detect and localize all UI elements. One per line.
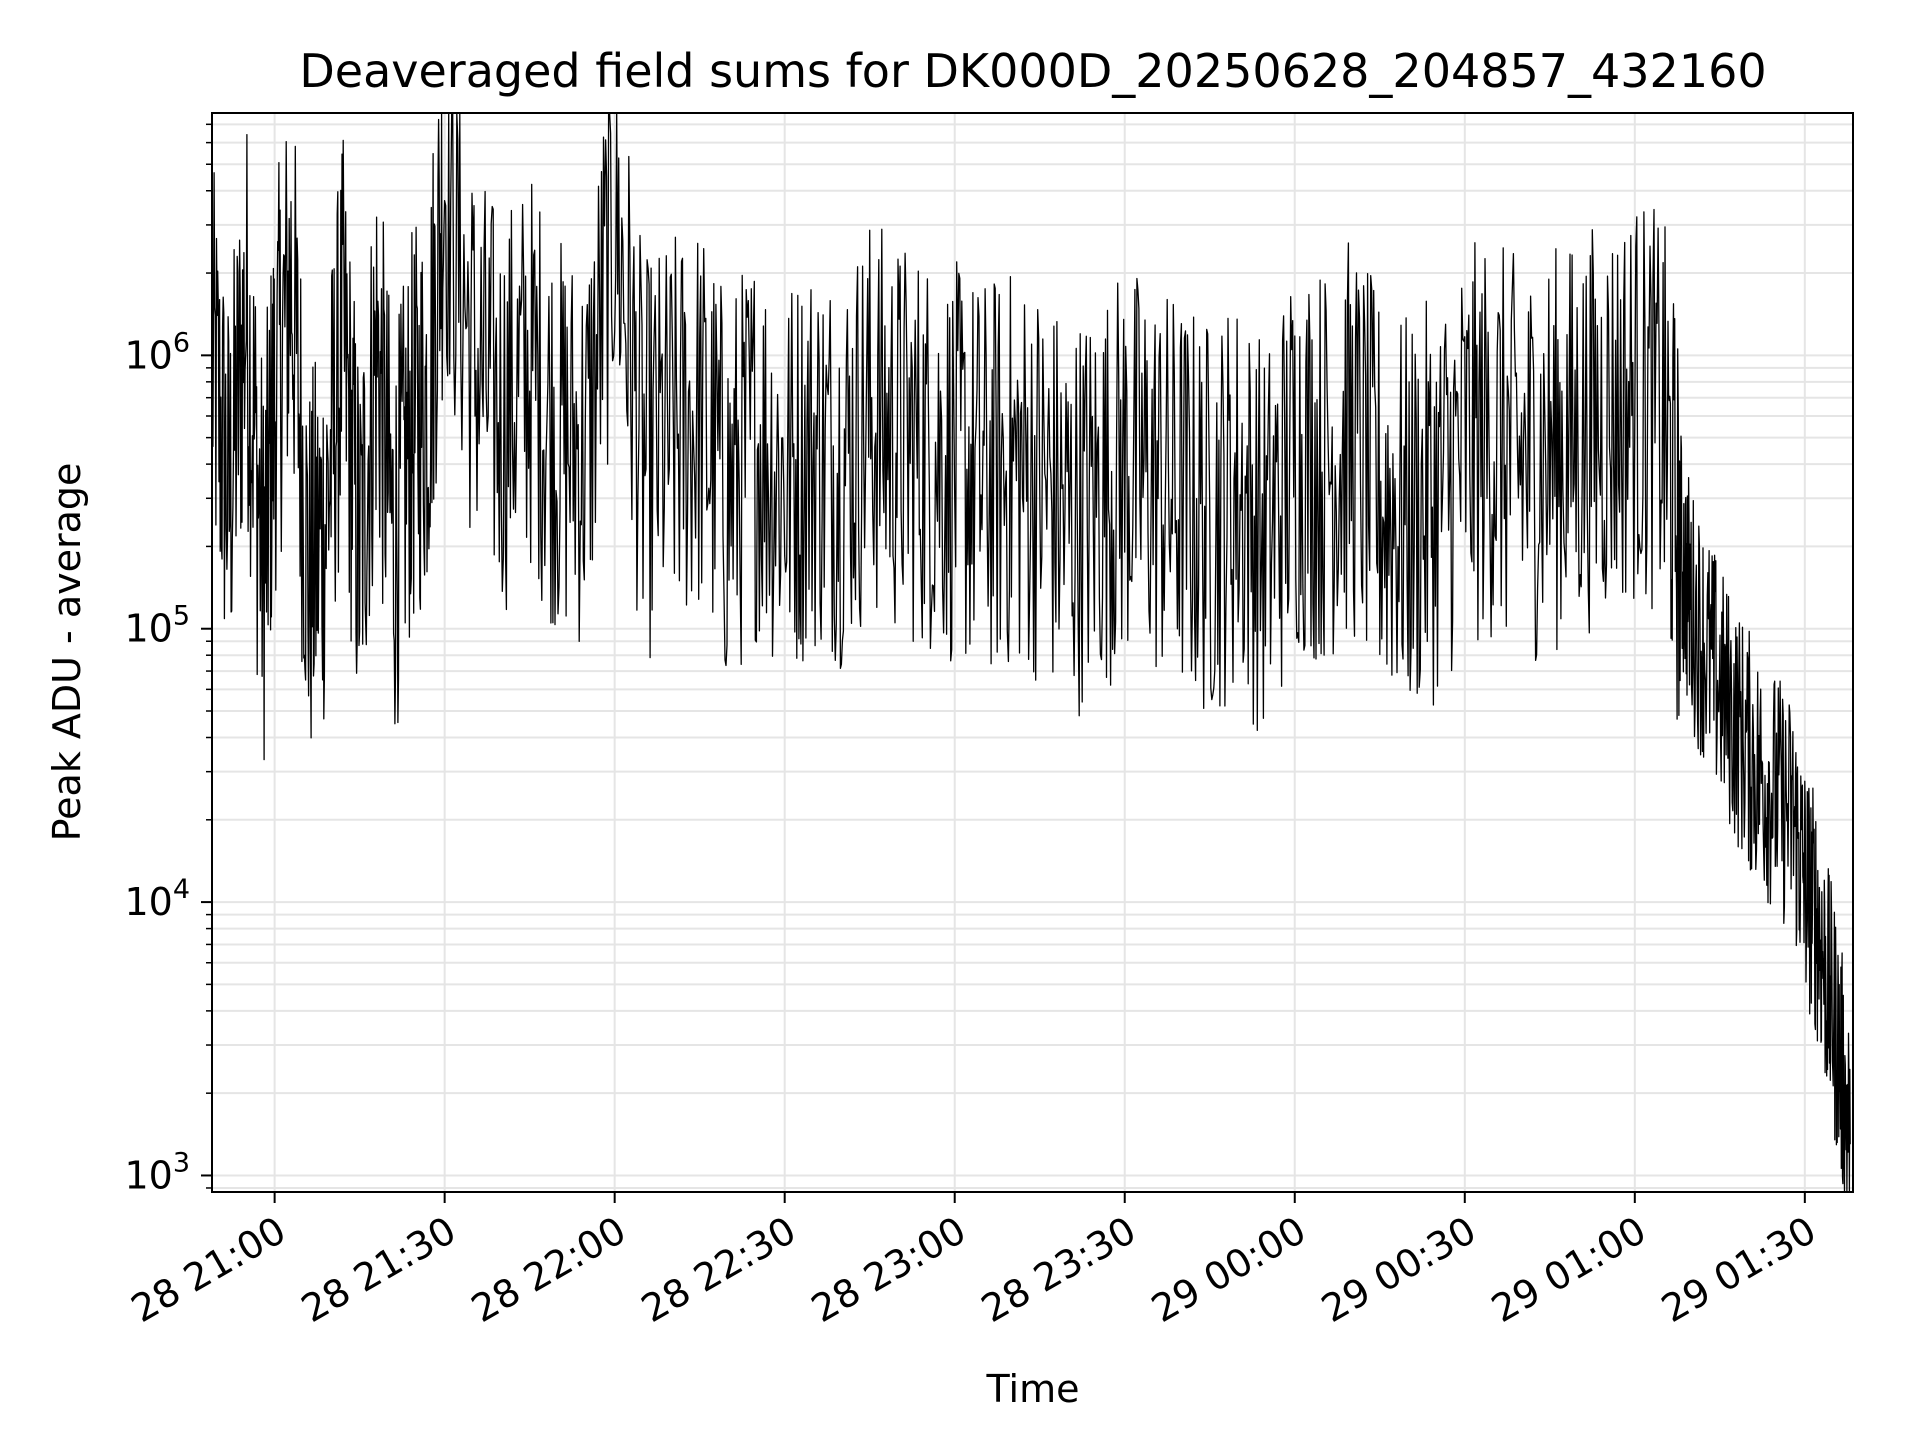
y-axis-ticks: 103 104 105 106 bbox=[124, 123, 212, 1197]
chart-title: Deaveraged field sums for DK000D_2025062… bbox=[299, 44, 1766, 98]
data-series bbox=[211, 112, 1851, 1193]
series-line bbox=[211, 112, 1851, 1193]
x-axis-label: Time bbox=[986, 1367, 1080, 1411]
y-tick-label: 106 bbox=[124, 327, 190, 377]
plot-frame bbox=[211, 112, 1854, 1193]
y-tick-label: 105 bbox=[124, 601, 190, 651]
y-tick-label: 104 bbox=[124, 874, 190, 924]
y-axis-label: Peak ADU - average bbox=[45, 463, 89, 842]
y-tick-label: 103 bbox=[124, 1147, 190, 1197]
